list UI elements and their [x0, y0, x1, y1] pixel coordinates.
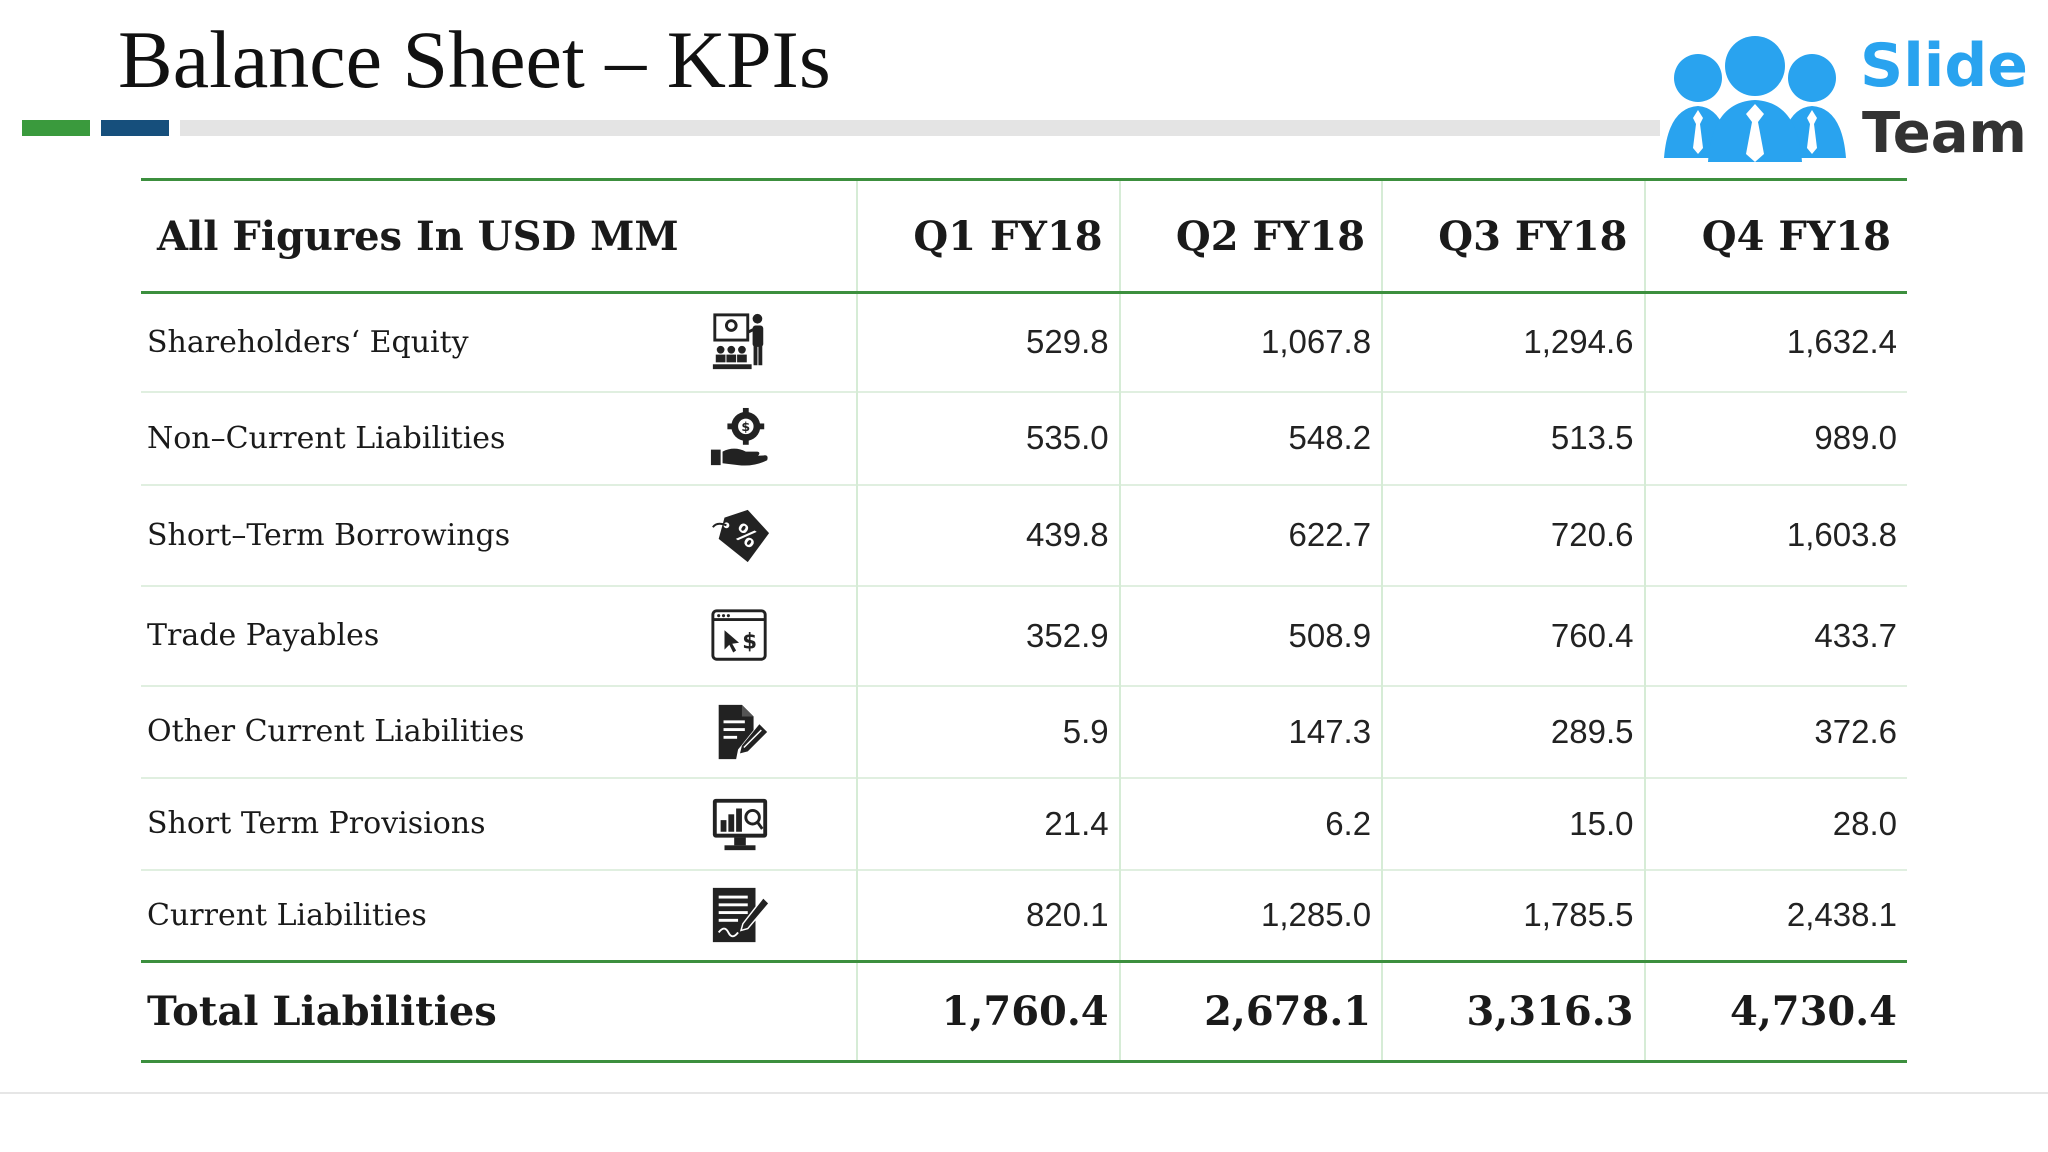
row-label: Trade Payables — [147, 618, 380, 653]
value-cell: 2,438.1 — [1643, 869, 1907, 962]
row-label: Shareholders‘ Equity — [147, 324, 469, 360]
value-cell: 548.2 — [1118, 391, 1383, 485]
table-row: Short Term Provisions 21.4 6.2 15.0 28.0 — [141, 777, 1907, 870]
value-cell: 720.6 — [1381, 484, 1645, 586]
value-cell: 352.9 — [856, 585, 1120, 686]
header-q3: Q3 FY18 — [1381, 179, 1645, 293]
row-label-cell: Shareholders‘ Equity — [141, 293, 857, 392]
kpi-table: All Figures In USD MM Q1 FY18 Q2 FY18 Q3… — [141, 178, 1907, 1063]
row-label-cell: Non–Current Liabilities $ — [141, 392, 857, 485]
value-cell: 1,294.6 — [1381, 292, 1645, 392]
value-cell: 1,632.4 — [1643, 292, 1907, 392]
browser-payment-icon: $ — [711, 608, 767, 661]
value-cell: 5.9 — [856, 685, 1120, 778]
presentation-icon — [712, 313, 764, 370]
table-row: Non–Current Liabilities $ 535.0 548.2 51… — [141, 391, 1907, 485]
table-row: Shareholders‘ Equity 529.8 1,067.8 1,294… — [141, 292, 1907, 392]
header-q2: Q2 FY18 — [1118, 179, 1383, 293]
value-cell: 433.7 — [1643, 585, 1907, 686]
table-header-row: All Figures In USD MM Q1 FY18 Q2 FY18 Q3… — [141, 179, 1907, 293]
value-cell: 989.0 — [1643, 391, 1907, 485]
logo-word-team: Team — [1862, 101, 2027, 166]
header-q4: Q4 FY18 — [1643, 179, 1907, 293]
row-label-cell: Trade Payables $ — [141, 586, 857, 686]
total-value-cell: 1,760.4 — [856, 961, 1120, 1062]
title-underline — [180, 120, 2025, 136]
svg-text:$: $ — [741, 419, 750, 434]
row-label: Other Current Liabilities — [147, 714, 525, 749]
total-label: Total Liabilities — [147, 988, 497, 1035]
value-cell: 6.2 — [1118, 777, 1383, 870]
row-label-cell: Current Liabilities — [141, 870, 857, 962]
value-cell: 372.6 — [1643, 685, 1907, 778]
value-cell: 28.0 — [1643, 777, 1907, 870]
value-cell: 508.9 — [1118, 585, 1383, 686]
accent-bar-green — [22, 120, 90, 136]
value-cell: 147.3 — [1118, 685, 1383, 778]
value-cell: 15.0 — [1381, 777, 1645, 870]
slideteam-logo: Slide Team — [1660, 22, 2030, 172]
money-hand-gear-icon: $ — [710, 407, 768, 466]
document-edit-icon — [718, 704, 768, 759]
row-label-cell: Short–Term Borrowings % — [141, 485, 857, 586]
table-row: Other Current Liabilities 5.9 147.3 289.… — [141, 685, 1907, 778]
value-cell: 535.0 — [856, 391, 1120, 485]
value-cell: 820.1 — [856, 869, 1120, 962]
row-label: Non–Current Liabilities — [147, 420, 506, 456]
total-value-cell: 4,730.4 — [1643, 961, 1907, 1062]
document-signature-icon — [712, 888, 771, 943]
value-cell: 1,785.5 — [1381, 869, 1645, 962]
total-value-cell: 3,316.3 — [1381, 961, 1645, 1062]
row-label: Short Term Provisions — [147, 806, 486, 841]
value-cell: 21.4 — [856, 777, 1120, 870]
svg-text:$: $ — [742, 629, 757, 654]
row-label: Current Liabilities — [147, 897, 427, 933]
total-value-cell: 2,678.1 — [1118, 961, 1383, 1062]
percent-tag-icon: % — [712, 509, 770, 563]
value-cell: 513.5 — [1381, 391, 1645, 485]
table-row: Current Liabilities 820.1 1,285.0 1,785.… — [141, 869, 1907, 962]
accent-bar-navy — [101, 120, 169, 136]
people-logo-icon — [1664, 36, 1846, 162]
logo-word-slide: Slide — [1860, 31, 2028, 101]
footer-divider — [0, 1092, 2048, 1094]
value-cell: 1,285.0 — [1118, 869, 1383, 962]
page-title: Balance Sheet – KPIs — [118, 14, 831, 105]
table-row: Short–Term Borrowings % 439.8 622.7 720.… — [141, 484, 1907, 586]
value-cell: 529.8 — [856, 292, 1120, 392]
value-cell: 622.7 — [1118, 484, 1383, 586]
header-label: All Figures In USD MM — [157, 212, 679, 260]
monitor-chart-icon — [712, 798, 768, 850]
row-label-cell: Short Term Provisions — [141, 778, 857, 870]
row-label-cell: Other Current Liabilities — [141, 686, 857, 778]
header-q1: Q1 FY18 — [856, 179, 1120, 293]
total-row: Total Liabilities 1,760.4 2,678.1 3,316.… — [141, 961, 1907, 1062]
value-cell: 1,067.8 — [1118, 292, 1383, 392]
value-cell: 289.5 — [1381, 685, 1645, 778]
table-row: Trade Payables $ 352.9 508.9 760.4 433.7 — [141, 585, 1907, 686]
value-cell: 439.8 — [856, 484, 1120, 586]
row-label: Short–Term Borrowings — [147, 517, 511, 553]
value-cell: 1,603.8 — [1643, 484, 1907, 586]
value-cell: 760.4 — [1381, 585, 1645, 686]
